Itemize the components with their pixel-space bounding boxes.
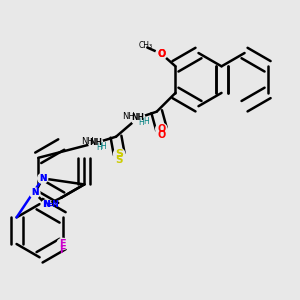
- Text: F: F: [59, 239, 66, 249]
- Text: O: O: [157, 49, 166, 59]
- Text: N: N: [43, 200, 50, 209]
- Text: N: N: [43, 200, 50, 209]
- Circle shape: [38, 173, 48, 183]
- Text: NH: NH: [89, 139, 102, 148]
- Circle shape: [131, 111, 145, 125]
- Text: O: O: [157, 130, 166, 140]
- Text: N: N: [31, 188, 39, 197]
- Text: N: N: [32, 188, 38, 197]
- Text: NH: NH: [131, 113, 144, 122]
- Circle shape: [57, 238, 68, 250]
- Text: H: H: [138, 118, 144, 127]
- Text: NH: NH: [81, 137, 94, 146]
- Text: S: S: [116, 155, 123, 165]
- Circle shape: [89, 136, 103, 150]
- Text: O: O: [157, 124, 166, 134]
- Circle shape: [156, 48, 167, 59]
- Text: O: O: [157, 49, 166, 59]
- Text: H: H: [143, 117, 148, 126]
- Text: F: F: [59, 245, 66, 255]
- Text: NH: NH: [122, 112, 135, 121]
- Text: N: N: [39, 174, 46, 183]
- Circle shape: [30, 188, 40, 198]
- Text: H: H: [96, 143, 102, 152]
- Text: S: S: [115, 149, 123, 159]
- Text: CH₃: CH₃: [139, 41, 153, 50]
- Circle shape: [41, 200, 51, 210]
- Text: N: N: [39, 174, 46, 183]
- Circle shape: [113, 148, 125, 160]
- Text: H: H: [100, 142, 106, 151]
- Text: =N: =N: [46, 200, 59, 209]
- Circle shape: [156, 123, 167, 134]
